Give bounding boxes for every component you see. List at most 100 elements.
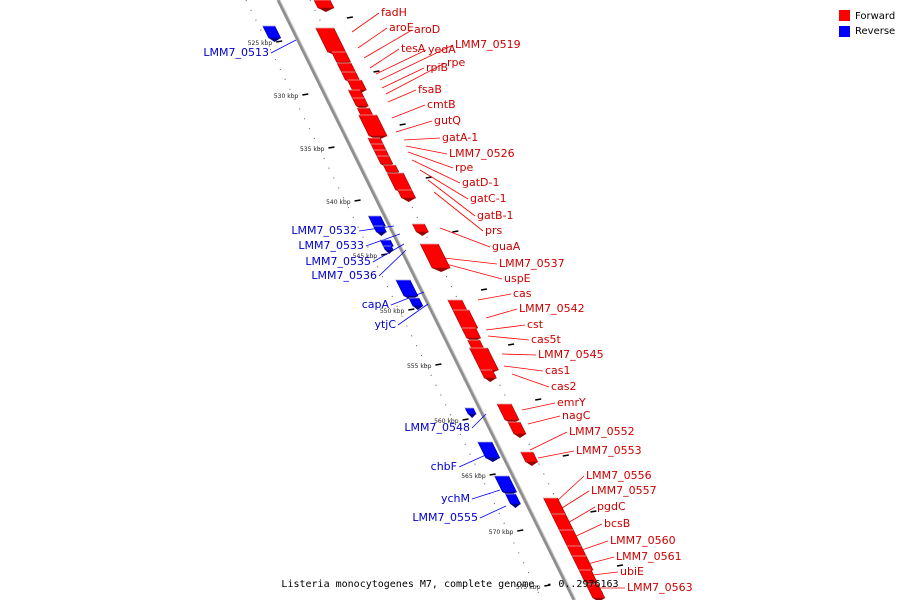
reverse-gene-label[interactable]: LMM7_0535 — [305, 255, 371, 268]
leader-line — [369, 48, 400, 69]
leader-line — [445, 263, 503, 280]
tick-label: 565 kbp — [461, 473, 486, 480]
forward-gene-block[interactable] — [585, 583, 606, 600]
forward-gene-label[interactable]: yedA — [428, 43, 456, 56]
forward-gene-label[interactable]: LMM7_0545 — [538, 348, 604, 361]
forward-gene-label[interactable]: cas2 — [551, 380, 577, 393]
tick-label: 575 kbp — [516, 584, 541, 591]
forward-gene-label[interactable]: LMM7_0556 — [586, 469, 652, 482]
forward-gene-block[interactable] — [351, 97, 369, 110]
forward-gene-block[interactable] — [461, 327, 482, 342]
leader-line — [537, 450, 575, 459]
leader-line — [458, 453, 489, 468]
forward-gene-block[interactable] — [479, 369, 497, 382]
leader-line — [477, 293, 512, 301]
reverse-gene-block[interactable] — [464, 407, 477, 418]
reverse-gene-label[interactable]: LMM7_0532 — [291, 224, 357, 237]
leader-line — [405, 145, 448, 155]
forward-gene-label[interactable]: gatD-1 — [462, 176, 499, 189]
forward-gene-label[interactable]: tesA — [401, 42, 426, 55]
reverse-gene-block[interactable] — [395, 279, 419, 300]
forward-gene-label[interactable]: gatC-1 — [470, 192, 507, 205]
forward-gene-label[interactable]: gatB-1 — [477, 209, 514, 222]
forward-gene-label[interactable]: LMM7_0563 — [627, 581, 693, 594]
forward-gene-block[interactable] — [507, 421, 527, 438]
leader-line — [485, 324, 526, 331]
forward-gene-label[interactable]: ubiE — [620, 565, 644, 578]
forward-gene-label[interactable]: cmtB — [427, 98, 456, 111]
leader-line — [378, 249, 407, 277]
forward-gene-block[interactable] — [520, 451, 539, 466]
forward-gene-label[interactable]: LMM7_0526 — [449, 147, 515, 160]
forward-gene-label[interactable]: cst — [527, 318, 544, 331]
forward-gene-label[interactable]: LMM7_0519 — [455, 38, 521, 51]
leader-line — [390, 291, 425, 306]
forward-gene-label[interactable]: guaA — [492, 240, 521, 253]
minor-tick — [562, 454, 569, 457]
leader-line — [503, 365, 544, 372]
map-caption: Listeria monocytogenes M7, complete geno… — [281, 579, 618, 590]
reverse-gene-block[interactable] — [408, 297, 424, 310]
forward-gene-label[interactable]: gutQ — [434, 114, 461, 127]
reverse-gene-block[interactable] — [505, 493, 521, 508]
forward-gene-label[interactable]: uspE — [504, 272, 531, 285]
leader-line — [379, 44, 454, 81]
reverse-gene-label[interactable]: ychM — [441, 492, 470, 505]
leader-line — [411, 159, 461, 184]
reverse-gene-block[interactable] — [372, 225, 387, 236]
minor-tick — [480, 288, 488, 291]
forward-gene-block[interactable] — [496, 403, 520, 424]
forward-gene-label[interactable]: cas — [513, 287, 532, 300]
forward-gene-label[interactable]: LMM7_0542 — [519, 302, 585, 315]
reverse-gene-label[interactable]: LMM7_0548 — [404, 421, 470, 434]
leader-line — [270, 39, 297, 54]
forward-gene-block[interactable] — [397, 189, 417, 202]
forward-gene-label[interactable]: pgdC — [597, 500, 626, 513]
forward-gene-label[interactable]: fsaB — [418, 83, 442, 96]
genome-axis-shadow — [279, 0, 577, 600]
reverse-gene-label[interactable]: ytjC — [374, 318, 396, 331]
leader-line — [439, 227, 491, 248]
forward-gene-label[interactable]: rpe — [447, 56, 466, 69]
tick-label: 525 kbp — [248, 40, 273, 47]
forward-gene-block[interactable] — [411, 223, 429, 236]
forward-gene-block[interactable] — [313, 0, 335, 12]
forward-gene-label[interactable]: bcsB — [604, 517, 630, 530]
leader-line — [561, 490, 590, 509]
forward-gene-label[interactable]: rpe — [455, 161, 474, 174]
leader-line — [529, 431, 568, 451]
reverse-gene-label[interactable]: LMM7_0533 — [298, 239, 364, 252]
forward-gene-label[interactable]: nagC — [562, 409, 591, 422]
leader-line — [427, 179, 476, 217]
forward-gene-label[interactable]: LMM7_0553 — [576, 444, 642, 457]
forward-gene-block[interactable] — [419, 243, 451, 272]
forward-gene-label[interactable]: fadH — [381, 6, 407, 19]
leader-line — [501, 353, 537, 356]
forward-gene-label[interactable]: aroD — [414, 23, 440, 36]
forward-gene-label[interactable]: gatA-1 — [442, 131, 478, 144]
leader-line — [485, 308, 518, 319]
forward-gene-label[interactable]: aroE — [389, 21, 414, 34]
minor-tick — [535, 398, 542, 401]
reverse-gene-block[interactable] — [477, 441, 501, 462]
forward-gene-label[interactable]: emrY — [557, 396, 586, 409]
forward-gene-block[interactable] — [358, 114, 388, 140]
reverse-gene-block[interactable] — [262, 25, 282, 42]
forward-gene-label[interactable]: cas1 — [545, 364, 571, 377]
forward-gene-label[interactable]: LMM7_0537 — [499, 257, 565, 270]
reverse-gene-label[interactable]: chbF — [431, 460, 457, 473]
forward-gene-label[interactable]: cas5t — [531, 333, 562, 346]
reverse-gene-label[interactable]: LMM7_0555 — [412, 511, 478, 524]
reverse-gene-label[interactable]: LMM7_0513 — [203, 46, 269, 59]
tick-label: 550 kbp — [380, 308, 405, 315]
forward-gene-label[interactable]: rpiB — [426, 61, 448, 74]
reverse-gene-label[interactable]: capA — [362, 298, 390, 311]
forward-gene-label[interactable]: prs — [485, 224, 503, 237]
forward-gene-label[interactable]: LMM7_0557 — [591, 484, 657, 497]
forward-gene-label[interactable]: LMM7_0561 — [616, 550, 682, 563]
reverse-gene-label[interactable]: LMM7_0536 — [311, 269, 377, 282]
forward-gene-label[interactable]: LMM7_0560 — [610, 534, 676, 547]
forward-gene-label[interactable]: LMM7_0552 — [569, 425, 635, 438]
reverse-gene-block[interactable] — [382, 245, 394, 254]
leader-line-layer — [270, 12, 625, 589]
